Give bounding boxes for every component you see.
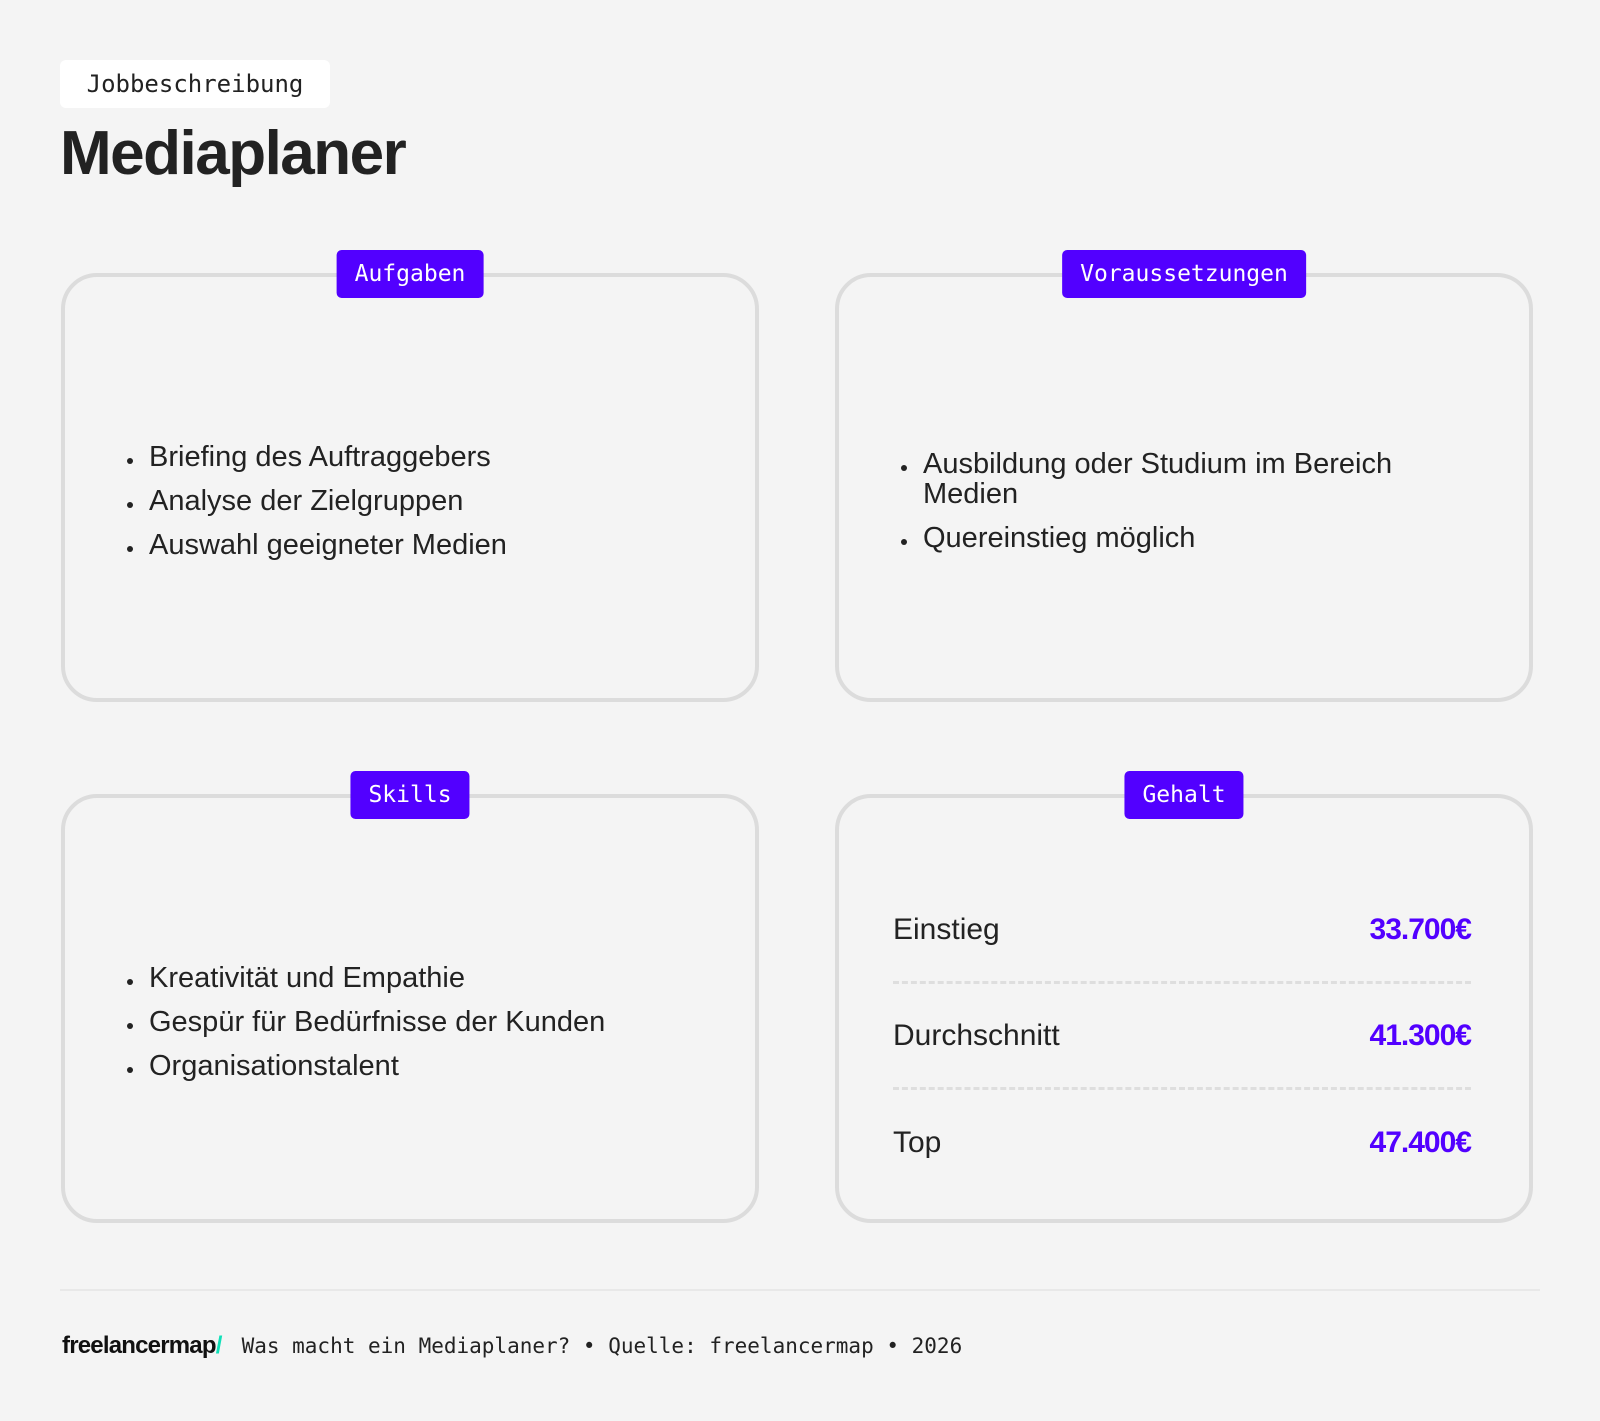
salary-row: Durchschnitt 41.300€ [893, 984, 1472, 1090]
list-item: Gespür für Bedürfnisse der Kunden [145, 1007, 715, 1037]
requirements-list: Ausbildung oder Studium im Bereich Medie… [893, 449, 1469, 567]
salary-value: 33.700€ [1369, 912, 1472, 946]
list-item: Analyse der Zielgruppen [145, 486, 715, 516]
list-item: Quereinstieg möglich [919, 523, 1469, 553]
list-item: Organisationstalent [145, 1051, 715, 1081]
card-aufgaben: Aufgaben Briefing des Auftraggebers Anal… [61, 250, 759, 702]
skills-list: Kreativität und Empathie Gespür für Bedü… [119, 963, 715, 1095]
salary-value: 47.400€ [1369, 1126, 1472, 1159]
card-badge: Gehalt [1124, 771, 1244, 819]
freelancermap-logo: freelancermap/ [62, 1332, 222, 1360]
salary-label: Durchschnitt [893, 1018, 1060, 1052]
salary-row: Einstieg 33.700€ [893, 878, 1472, 984]
logo-text: freelancermap [62, 1332, 216, 1359]
card-badge: Skills [350, 771, 470, 819]
salary-row: Top 47.400€ [893, 1090, 1472, 1196]
logo-slash: / [215, 1332, 223, 1359]
list-item: Briefing des Auftraggebers [145, 442, 715, 472]
footer: freelancermap/ Was macht ein Mediaplaner… [62, 1332, 962, 1360]
card-skills: Skills Kreativität und Empathie Gespür f… [61, 771, 759, 1223]
card-gehalt: Gehalt Einstieg 33.700€ Durchschnitt 41.… [835, 771, 1533, 1223]
footer-source-text: Was macht ein Mediaplaner? • Quelle: fre… [241, 1334, 963, 1358]
list-item: Auswahl geeigneter Medien [145, 530, 715, 560]
task-list: Briefing des Auftraggebers Analyse der Z… [119, 442, 715, 574]
salary-value: 41.300€ [1369, 1018, 1472, 1052]
page-title: Mediaplaner [60, 119, 407, 188]
card-voraussetzungen: Voraussetzungen Ausbildung oder Studium … [835, 250, 1533, 702]
category-tag: Jobbeschreibung [60, 60, 330, 108]
list-item: Ausbildung oder Studium im Bereich Medie… [919, 449, 1469, 509]
salary-label: Einstieg [893, 912, 1000, 946]
card-badge: Voraussetzungen [1062, 250, 1306, 298]
card-badge: Aufgaben [336, 250, 484, 298]
salary-table: Einstieg 33.700€ Durchschnitt 41.300€ To… [893, 878, 1472, 1196]
footer-divider [60, 1289, 1540, 1291]
list-item: Kreativität und Empathie [145, 963, 715, 993]
salary-label: Top [893, 1126, 942, 1159]
